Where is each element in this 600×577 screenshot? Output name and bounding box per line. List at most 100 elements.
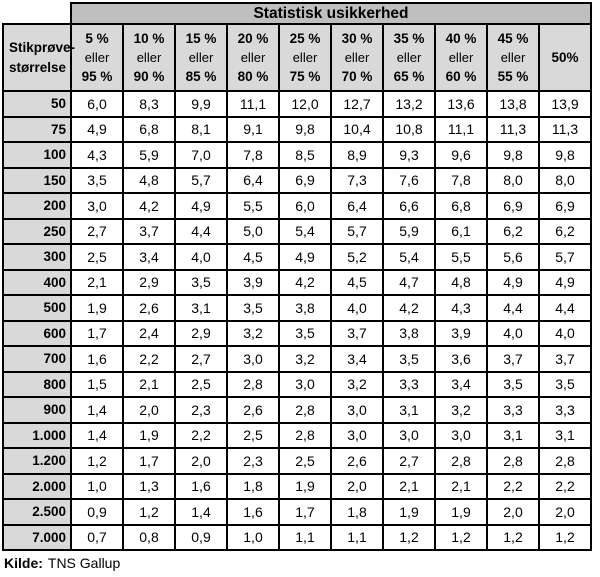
data-cell: 2,8 [226,370,280,398]
data-cell: 3,5 [226,294,280,322]
data-cell: 10,8 [382,115,436,143]
table-row: 2.000 1,0 1,3 1,6 1,8 1,9 2,0 2,1 2,1 2,2 2,2 [2,472,592,500]
data-cell: 1,9 [434,498,488,526]
data-cell: 1,7 [278,498,332,526]
column-header: 45 % eller 55 % [486,23,540,92]
data-cell: 9,1 [226,115,280,143]
data-cell: 5,9 [382,217,436,245]
data-cell: 5,0 [226,217,280,245]
column-header-line: 45 % [497,31,529,46]
data-cell: 3,0 [382,421,436,449]
data-cell: 3,3 [486,396,540,424]
data-cell: 11,1 [434,115,488,143]
data-cell: 2,0 [538,498,592,526]
data-cell: 1,2 [70,447,124,475]
data-cell: 3,6 [434,345,488,373]
row-label: 600 [2,319,72,347]
data-cell: 6,6 [382,192,436,220]
column-header-line: 85 % [185,69,217,84]
data-cell: 6,2 [486,217,540,245]
data-cell: 11,3 [538,115,592,143]
column-header-line: eller [240,50,266,65]
data-cell: 5,7 [330,217,384,245]
data-cell: 2,1 [122,370,176,398]
data-cell: 3,5 [382,345,436,373]
data-cell: 2,3 [226,447,280,475]
data-cell: 5,7 [538,243,592,271]
data-cell: 13,8 [486,90,540,118]
data-cell: 3,2 [330,370,384,398]
data-cell: 2,8 [538,447,592,475]
data-cell: 6,2 [538,217,592,245]
data-cell: 2,7 [382,447,436,475]
data-cell: 6,0 [278,192,332,220]
column-header: 40 % eller 60 % [434,23,488,92]
data-cell: 2,6 [122,294,176,322]
data-cell: 2,4 [122,319,176,347]
data-cell: 6,4 [330,192,384,220]
data-cell: 7,6 [382,166,436,194]
data-cell: 8,1 [174,115,228,143]
data-cell: 1,7 [122,447,176,475]
data-cell: 6,8 [122,115,176,143]
data-cell: 9,3 [382,141,436,169]
table-row: 900 1,4 2,0 2,3 2,6 2,8 3,0 3,1 3,2 3,3 3,3 [2,396,592,424]
table-row: 300 2,5 3,4 4,0 4,5 4,9 5,2 5,4 5,5 5,6 5,7 [2,243,592,271]
data-cell: 4,4 [486,294,540,322]
data-cell: 4,9 [174,192,228,220]
table-row: 1.000 1,4 1,9 2,2 2,5 2,8 3,0 3,0 3,0 3,1 3,1 [2,421,592,449]
data-cell: 1,2 [486,523,540,551]
data-cell: 2,0 [330,472,384,500]
data-cell: 3,4 [330,345,384,373]
data-cell: 1,7 [70,319,124,347]
data-cell: 2,8 [486,447,540,475]
row-label: 100 [2,141,72,169]
column-header: 20 % eller 80 % [226,23,280,92]
table-row: 800 1,5 2,1 2,5 2,8 3,0 3,2 3,3 3,4 3,5 3,5 [2,370,592,398]
data-cell: 2,8 [278,396,332,424]
data-cell: 6,0 [70,90,124,118]
data-cell: 4,0 [538,319,592,347]
data-cell: 4,0 [486,319,540,347]
data-cell: 3,0 [330,396,384,424]
data-cell: 0,8 [122,523,176,551]
row-label: 150 [2,166,72,194]
data-cell: 7,0 [174,141,228,169]
data-cell: 1,8 [330,498,384,526]
table-row: 2.500 0,9 1,2 1,4 1,6 1,7 1,8 1,9 1,9 2,0 2,0 [2,498,592,526]
data-cell: 3,2 [226,319,280,347]
data-cell: 4,0 [174,243,228,271]
data-cell: 1,9 [122,421,176,449]
data-cell: 4,9 [70,115,124,143]
data-cell: 1,2 [382,523,436,551]
data-cell: 8,3 [122,90,176,118]
column-header-line: 25 % [289,31,321,46]
data-cell: 2,9 [122,268,176,296]
data-cell: 2,2 [122,345,176,373]
data-cell: 3,0 [330,421,384,449]
data-cell: 1,0 [70,472,124,500]
row-label: 50 [2,90,72,118]
column-header-line: eller [396,50,422,65]
column-header-line: 30 % [341,31,373,46]
data-cell: 3,1 [382,396,436,424]
data-cell: 6,1 [434,217,488,245]
column-header-line: 10 % [133,31,165,46]
table-row: 700 1,6 2,2 2,7 3,0 3,2 3,4 3,5 3,6 3,7 3,7 [2,345,592,373]
column-header: 10 % eller 90 % [122,23,176,92]
data-cell: 10,4 [330,115,384,143]
data-cell: 2,1 [382,472,436,500]
data-cell: 3,8 [382,319,436,347]
column-header: 30 % eller 70 % [330,23,384,92]
table-title: Statistisk usikkerhed [70,2,592,25]
table-row: 150 3,5 4,8 5,7 6,4 6,9 7,3 7,6 7,8 8,0 8,0 [2,166,592,194]
table-row: 1.200 1,2 1,7 2,0 2,3 2,5 2,6 2,7 2,8 2,8 2,8 [2,447,592,475]
column-header-line: 70 % [341,69,373,84]
column-header-line: 55 % [497,69,529,84]
row-label: 7.000 [2,523,72,551]
column-header-row: Stikprøve- størrelse 5 % eller 95 % 10 % ell… [2,23,592,92]
data-cell: 3,7 [486,345,540,373]
data-cell: 12,0 [278,90,332,118]
row-label: 75 [2,115,72,143]
data-cell: 4,5 [330,268,384,296]
